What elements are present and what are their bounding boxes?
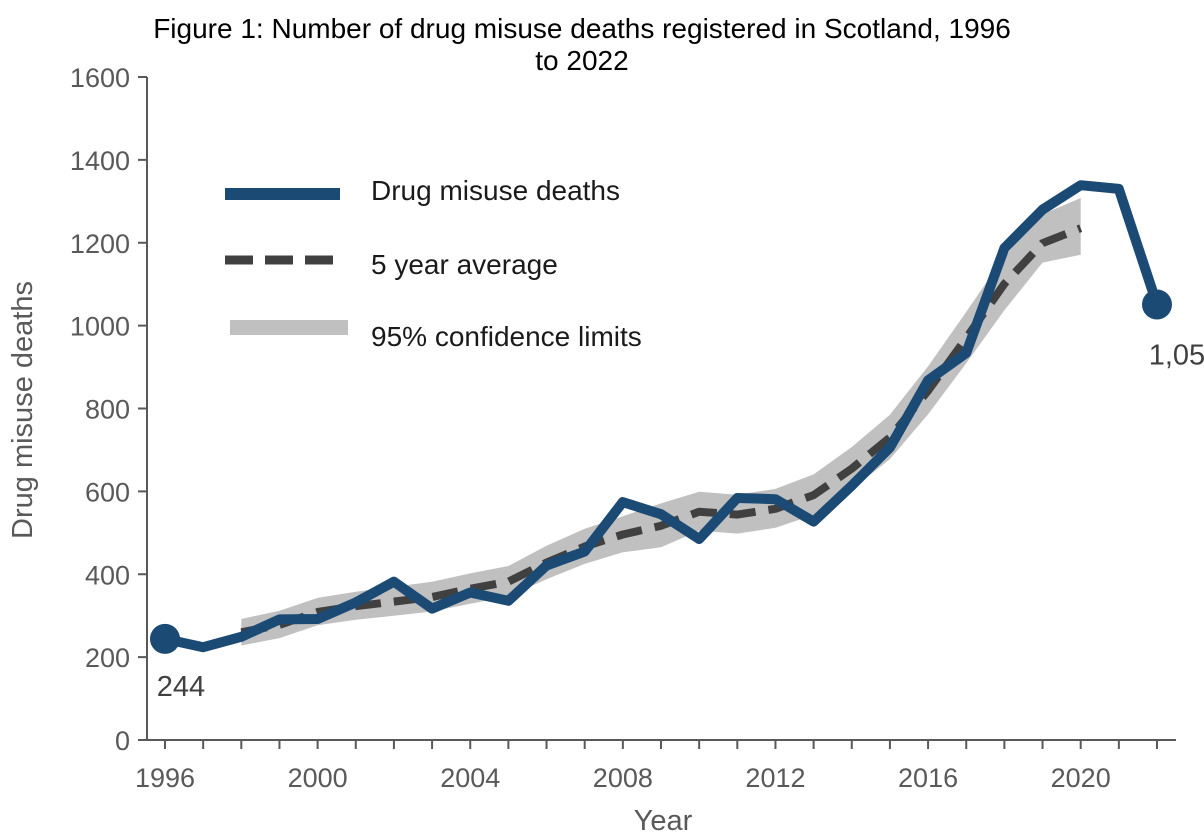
y-tick-label: 1600	[70, 63, 130, 93]
y-tick-label: 1400	[70, 146, 130, 176]
x-tick-label: 2016	[898, 763, 958, 793]
five-year-average-layer	[240, 224, 1083, 637]
axes: 0 200 400 600 800 1000 1200 1400 1600 1996 2000 200…	[70, 63, 1176, 793]
y-tick-label: 1000	[70, 312, 130, 342]
legend: Drug misuse deaths 5 year average 95% co…	[225, 175, 642, 352]
x-axis-label: Year	[634, 805, 693, 836]
x-tick-label: 2008	[593, 763, 653, 793]
x-tick-label: 2000	[288, 763, 348, 793]
endpoint-marker	[1142, 289, 1172, 320]
confidence-band-layer	[241, 198, 1081, 646]
x-tick-label: 2020	[1051, 763, 1111, 793]
x-tick-label: 2012	[745, 763, 805, 793]
drug-misuse-deaths-layer	[160, 180, 1162, 653]
y-axis-label: Drug misuse deaths	[7, 281, 39, 539]
legend-label-confidence-limits: 95% confidence limits	[371, 321, 642, 352]
chart-title-line-1: Figure 1: Number of drug misuse deaths r…	[153, 13, 1011, 44]
y-tick-label: 400	[85, 560, 130, 590]
y-tick-label: 800	[85, 395, 130, 425]
legend-swatch-confidence-limits	[230, 320, 348, 335]
confidence-band	[241, 198, 1081, 646]
x-tick-label: 2004	[440, 763, 500, 793]
endpoint-marker	[150, 623, 180, 654]
endpoint-markers: 244 1,051	[150, 289, 1204, 703]
legend-label-five-year-average: 5 year average	[371, 249, 558, 280]
endpoint-label: 1,051	[1149, 339, 1204, 371]
y-tick-label: 0	[115, 726, 130, 756]
five-year-average-line	[240, 224, 1083, 637]
y-tick-label: 1200	[70, 229, 130, 259]
y-tick-label: 600	[85, 477, 130, 507]
chart-title-line-2: to 2022	[535, 45, 628, 76]
drug-misuse-deaths-line	[160, 180, 1162, 653]
y-tick-label: 200	[85, 643, 130, 673]
legend-label-drug-misuse-deaths: Drug misuse deaths	[371, 175, 620, 206]
x-tick-label: 1996	[135, 763, 195, 793]
endpoint-label: 244	[157, 671, 205, 703]
